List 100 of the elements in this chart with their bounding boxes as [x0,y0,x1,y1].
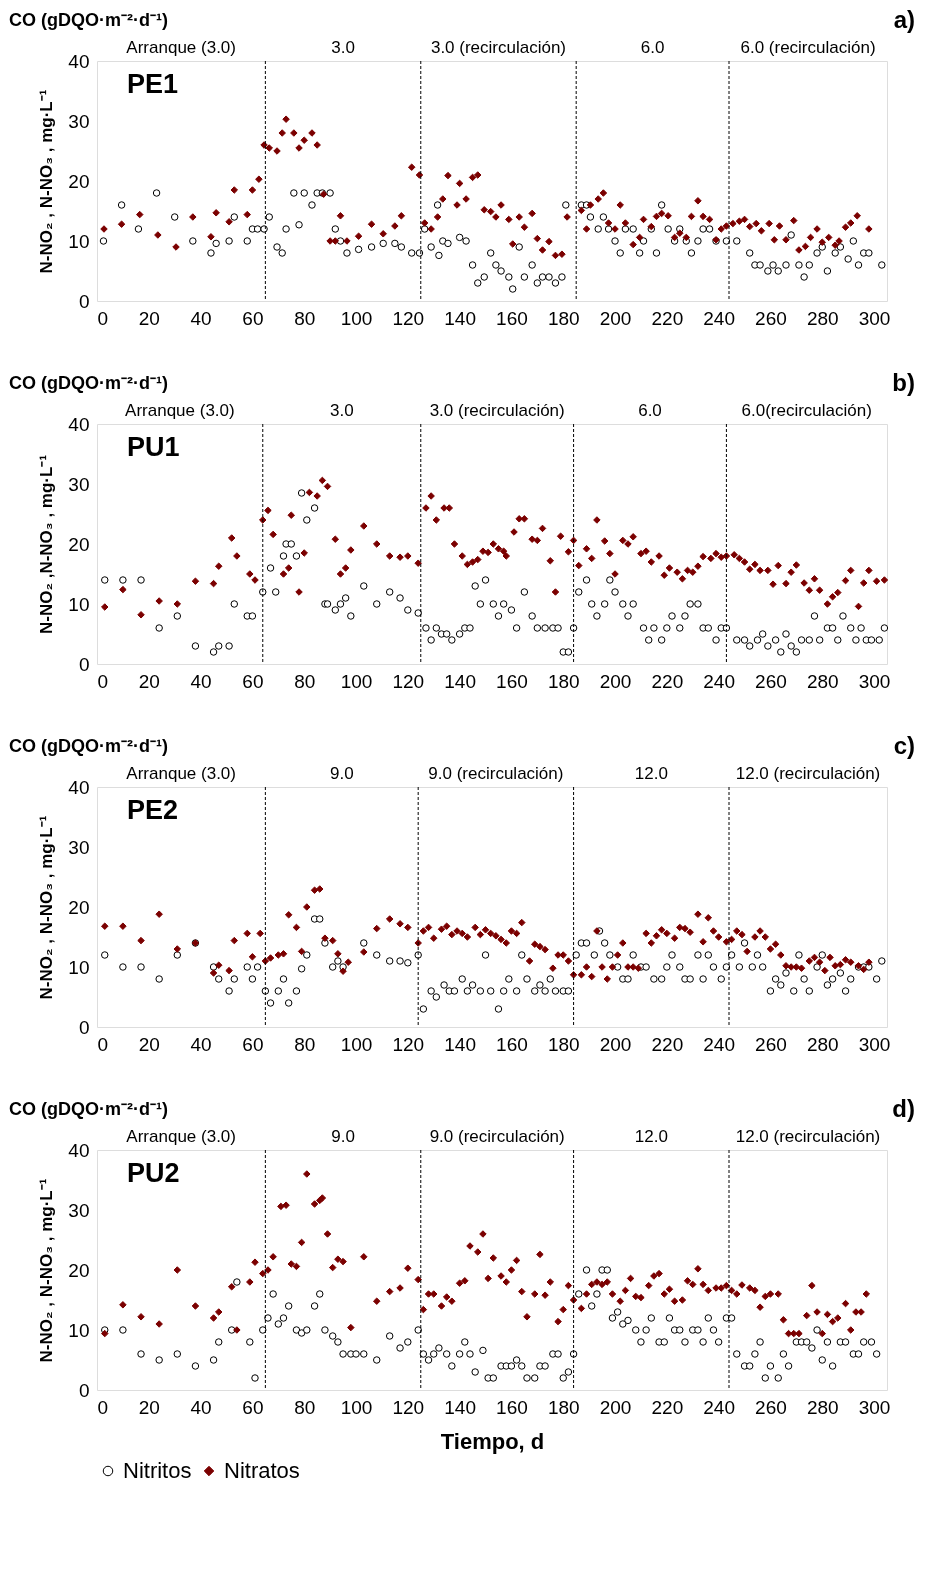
x-tick-label: 20 [138,1033,160,1055]
y-tick-label: 20 [68,896,90,918]
annotation: PE1 [127,69,179,99]
x-tick-label: 260 [755,1396,787,1418]
x-tick-label: 220 [651,1396,684,1418]
x-tick-label: 120 [392,1033,425,1055]
x-tick-label: 80 [294,1396,316,1418]
chart-title: CO (gDQO·m⁻²·d⁻¹) [9,373,168,393]
y-tick-label: 0 [78,653,90,675]
x-tick-label: 120 [392,307,425,329]
text: Arranque (3.0) [126,1127,236,1146]
y-axis-title: N-NO₂ , N-NO₃ , mg·L⁻¹ [37,89,57,274]
text: Arranque (3.0) [126,764,236,783]
x-tick-label: 100 [340,1033,373,1055]
x-tick-label: 80 [294,1033,316,1055]
y-tick-label: 30 [68,473,90,495]
x-tick-label: 240 [703,670,735,692]
x-tick-label: 240 [703,1396,735,1418]
x-tick-label: 280 [806,1396,839,1418]
text: d) [892,1095,915,1122]
x-tick-label: 140 [444,670,476,692]
x-tick-label: 60 [242,1396,264,1418]
x-tick-label: 240 [703,1033,735,1055]
y-tick-label: 10 [68,1319,90,1341]
x-tick-label: 0 [97,670,109,692]
text: 9.0 (recirculación) [428,764,564,783]
y-tick-label: 0 [78,1379,90,1401]
legend-label: Nitratos [224,1458,300,1483]
annotation: PU1 [127,432,180,462]
x-tick-label: 40 [190,670,212,692]
x-tick-label: 260 [755,307,787,329]
x-tick-label: 60 [242,307,264,329]
x-tick-label: 120 [392,670,425,692]
x-tick-label: 80 [294,307,316,329]
text: 9.0 (recirculación) [429,1127,565,1146]
annotation: PE2 [127,795,179,825]
x-tick-label: 0 [97,307,109,329]
text: 9.0 [329,764,354,783]
x-tick-label: 0 [97,1033,109,1055]
y-tick-label: 40 [68,1139,90,1161]
text: c) [893,732,915,759]
x-tick-label: 40 [190,307,212,329]
text: 3.0 (recirculación) [430,38,567,57]
y-tick-label: 10 [68,230,90,252]
text: 3.0 [329,401,354,420]
text: 12.0 [634,1127,668,1146]
x-tick-label: 20 [138,1396,160,1418]
x-tick-label: 140 [444,307,476,329]
text: 6.0(recirculación) [741,401,872,420]
y-tick-label: 40 [68,413,90,435]
x-tick-label: 100 [340,670,373,692]
y-tick-label: 20 [68,533,90,555]
x-tick-label: 100 [340,1396,373,1418]
x-tick-label: 200 [599,1396,632,1418]
text: a) [893,6,915,33]
x-axis-title: Tiempo, d [440,1428,545,1454]
x-tick-label: 160 [496,1396,528,1418]
x-tick-label: 300 [858,1396,891,1418]
text: Arranque (3.0) [126,38,236,57]
x-tick-label: 40 [190,1396,212,1418]
text: 9.0 [331,1127,355,1146]
x-tick-label: 220 [651,670,684,692]
x-tick-label: 280 [806,307,839,329]
x-tick-label: 300 [858,307,891,329]
x-tick-label: 200 [599,307,632,329]
y-tick-label: 40 [68,776,90,798]
y-tick-label: 20 [68,170,90,192]
text: 6.0 [640,38,665,57]
text: 12.0 (recirculación) [735,764,881,783]
x-tick-label: 120 [392,1396,425,1418]
text: 6.0 [638,401,662,420]
legend-label: Nitritos [123,1458,192,1483]
x-tick-label: 300 [858,670,891,692]
text: 6.0 (recirculación) [740,38,876,57]
x-tick-label: 180 [547,1033,580,1055]
text: 3.0 (recirculación) [429,401,565,420]
x-tick-label: 260 [755,1033,787,1055]
text: Arranque (3.0) [125,401,235,420]
text: 12.0 [634,764,668,783]
x-tick-label: 160 [496,1033,528,1055]
x-tick-label: 20 [138,307,160,329]
chart-title: CO (gDQO·m⁻²·d⁻¹) [9,1099,168,1119]
x-tick-label: 60 [242,1033,264,1055]
y-tick-label: 20 [68,1259,90,1281]
y-axis-title: N-NO₂ , N-NO₃ , mg·L⁻¹ [37,815,57,1000]
chart-title: CO (gDQO·m⁻²·d⁻¹) [9,10,168,30]
y-tick-label: 0 [78,290,90,312]
y-tick-label: 10 [68,593,90,615]
y-tick-label: 0 [78,1016,90,1038]
y-axis-title: N-NO₂ , N-NO₃ , mg·L⁻¹ [37,1178,57,1363]
y-tick-label: 30 [68,1199,90,1221]
x-tick-label: 200 [599,670,632,692]
y-tick-label: 10 [68,956,90,978]
x-tick-label: 60 [242,670,264,692]
x-tick-label: 20 [138,670,160,692]
x-tick-label: 40 [190,1033,212,1055]
y-tick-label: 30 [68,836,90,858]
x-tick-label: 220 [651,307,684,329]
x-tick-label: 180 [547,307,580,329]
x-tick-label: 140 [444,1033,476,1055]
